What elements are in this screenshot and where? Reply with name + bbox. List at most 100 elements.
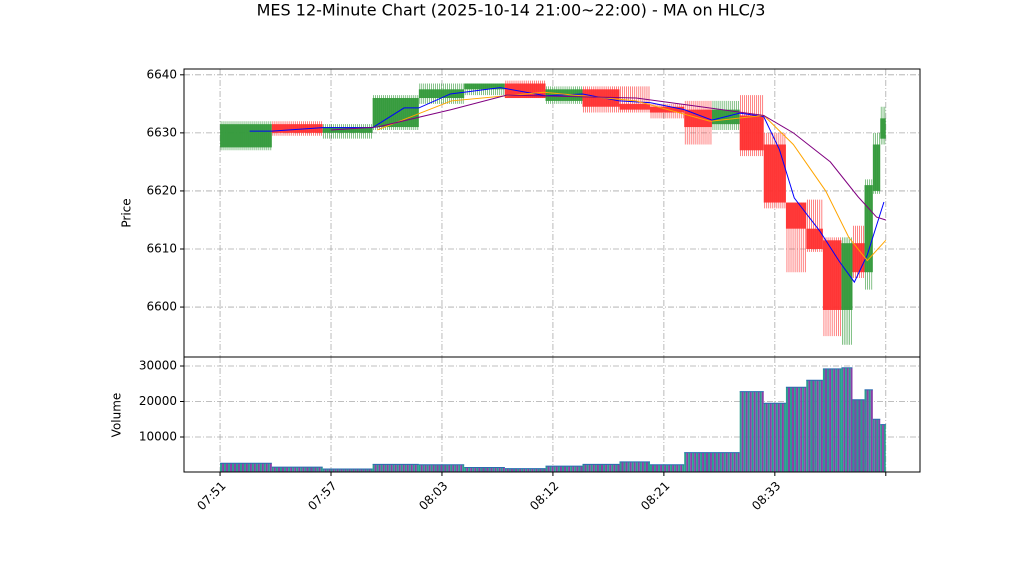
volume-stripe (273, 467, 276, 472)
volume-stripe (763, 403, 766, 472)
volume-stripe (601, 464, 604, 472)
volume-stripe (434, 464, 437, 472)
volume-stripe (787, 387, 790, 472)
volume-stripe (418, 464, 421, 472)
candle-body (271, 124, 323, 133)
volume-stripe (566, 466, 569, 472)
volume-stripe (553, 466, 556, 472)
y-axis-label: Price (120, 198, 134, 227)
volume-bar (822, 368, 842, 472)
volume-stripe (800, 387, 803, 472)
volume-stripe (414, 464, 417, 472)
volume-stripe (609, 464, 612, 472)
volume-stripe (557, 466, 560, 472)
volume-stripe (880, 424, 883, 472)
volume-stripe (239, 463, 242, 472)
volume-stripe (779, 403, 782, 472)
volume-stripe (279, 467, 283, 472)
volume-stripe (802, 387, 805, 472)
volume-stripe (478, 467, 481, 472)
volume-stripe (324, 468, 327, 472)
volume-stripe (298, 467, 301, 472)
x-tick-label: 08:21 (638, 479, 672, 513)
volume-stripe (444, 464, 447, 472)
volume-stripe (725, 452, 728, 472)
volume-stripe (502, 467, 505, 472)
volume-stripe (486, 467, 489, 472)
volume-stripe (584, 464, 587, 472)
volume-bar (684, 452, 712, 472)
volume-stripe (348, 468, 351, 472)
volume-bar (372, 463, 419, 472)
volume-stripe (816, 380, 819, 472)
volume-stripe (623, 461, 626, 472)
volume-stripe (650, 464, 653, 472)
volume-stripe (406, 464, 409, 472)
volume-stripe (350, 468, 353, 472)
volume-stripe (476, 467, 479, 472)
volume-stripe (850, 367, 853, 472)
volume-stripe (480, 467, 483, 472)
volume-stripe (627, 461, 630, 472)
volume-stripe (576, 466, 579, 472)
volume-stripe (232, 463, 235, 472)
volume-stripe (561, 466, 565, 472)
volume-stripe (245, 463, 248, 472)
volume-frame (183, 356, 921, 473)
volume-stripe (306, 467, 309, 472)
volume-stripe (510, 468, 513, 472)
volume-bar (763, 402, 786, 472)
volume-stripe (662, 464, 665, 472)
volume-stripe (394, 464, 397, 472)
volume-stripe (707, 452, 710, 472)
volume-stripe (422, 464, 425, 472)
candle-body (739, 115, 764, 151)
volume-stripe (251, 463, 254, 472)
volume-stripe (570, 466, 573, 472)
volume-stripe (878, 419, 881, 472)
volume-stripe (843, 367, 846, 472)
volume-tick-label: 20000 (139, 394, 177, 408)
volume-bar (650, 464, 685, 472)
volume-stripe (678, 464, 681, 472)
volume-stripe (586, 464, 589, 472)
volume-stripe (234, 463, 236, 472)
volume-stripe (625, 461, 628, 472)
volume-stripe (611, 464, 614, 472)
volume-stripe (759, 391, 762, 472)
volume-stripe (684, 452, 687, 472)
volume-stripe (719, 452, 722, 472)
volume-stripe (504, 468, 507, 472)
volume-bar (841, 367, 853, 472)
volume-stripe (492, 467, 495, 472)
volume-stripe (500, 467, 503, 472)
candle-body (504, 83, 546, 99)
volume-stripe (860, 399, 863, 472)
volume-stripe (517, 468, 520, 472)
volume-stripe (386, 464, 389, 472)
candle-body (619, 103, 651, 110)
volume-stripe (316, 467, 319, 472)
volume-stripe (607, 464, 610, 472)
volume-bar (864, 389, 873, 472)
volume-stripe (446, 464, 449, 472)
volume-stripe (641, 461, 644, 472)
volume-bar (271, 466, 323, 472)
volume-stripe (690, 452, 693, 472)
volume-stripe (666, 464, 669, 472)
volume-stripe (594, 464, 597, 472)
volume-stripe (629, 461, 632, 472)
volume-stripe (404, 464, 407, 472)
volume-stripe (735, 452, 738, 472)
volume-stripe (789, 387, 793, 472)
volume-stripe (694, 452, 697, 472)
volume-stripe (777, 403, 780, 472)
volume-stripe (578, 466, 581, 472)
volume-stripe (352, 468, 355, 472)
volume-stripe (796, 387, 799, 472)
volume-stripe (243, 463, 246, 472)
volume-stripe (709, 452, 712, 472)
volume-stripe (582, 464, 585, 472)
volume-stripe (488, 467, 491, 472)
